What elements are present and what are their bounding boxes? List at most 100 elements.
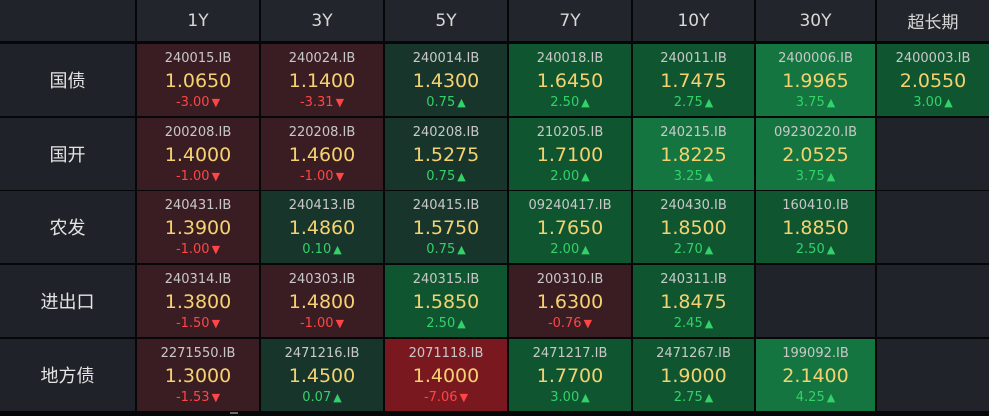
bond-quote-cell[interactable]: 2471217.IB 1.7700 3.00 ▲	[509, 339, 631, 411]
bond-yield: 1.4860	[288, 217, 356, 239]
bond-quote-cell[interactable]: 240311.IB 1.8475 2.45 ▲	[633, 265, 754, 337]
bond-quote-cell[interactable]: 240024.IB 1.1400 -3.31 ▼	[261, 44, 383, 116]
bond-code: 09240417.IB	[528, 198, 612, 213]
bond-quote-cell[interactable]: 240018.IB 1.6450 2.50 ▲	[509, 44, 631, 116]
row-header-1[interactable]: 国开	[0, 118, 135, 190]
arrow-down-icon: ▼	[459, 391, 469, 404]
bond-yield: 1.4000	[412, 365, 480, 387]
row-header-4[interactable]: 地方债	[0, 339, 135, 411]
change-value: 4.25	[795, 390, 825, 405]
change-value: 2.50	[426, 316, 456, 331]
bond-code: 240431.IB	[164, 198, 232, 213]
change-value: 2.75	[673, 95, 703, 110]
change-value: 2.50	[795, 242, 825, 257]
column-header-5[interactable]: 30Y	[756, 0, 875, 41]
empty-cell	[877, 265, 989, 337]
bond-yield: 1.7650	[536, 217, 604, 239]
bond-quote-cell[interactable]: 2071118.IB 1.4000 -7.06 ▼	[385, 339, 507, 411]
bond-quote-cell[interactable]: 2471216.IB 1.4500 0.07 ▲	[261, 339, 383, 411]
column-header-3[interactable]: 7Y	[509, 0, 631, 41]
bond-change: -1.00 ▼	[176, 168, 220, 186]
arrow-down-icon: ▼	[335, 317, 345, 330]
bond-quote-cell[interactable]: 240015.IB 1.0650 -3.00 ▼	[137, 44, 259, 116]
bond-quote-cell[interactable]: 240315.IB 1.5850 2.50 ▲	[385, 265, 507, 337]
bond-change: 4.25 ▲	[796, 389, 835, 407]
bond-change: 0.10 ▲	[302, 241, 341, 259]
bond-yield: 1.8475	[660, 291, 727, 313]
arrow-up-icon: ▲	[581, 96, 590, 109]
bond-quote-cell[interactable]: 2400003.IB 2.0550 3.00 ▲	[877, 44, 989, 116]
bond-quote-cell[interactable]: 200208.IB 1.4000 -1.00 ▼	[137, 118, 259, 190]
bond-yield: 1.8850	[782, 217, 849, 239]
bond-yield: 1.4500	[288, 365, 356, 387]
bond-change: 0.75 ▲	[426, 168, 465, 186]
change-value: 0.75	[426, 169, 456, 184]
bond-quote-cell[interactable]: 240314.IB 1.3800 -1.50 ▼	[137, 265, 259, 337]
bond-code: 200208.IB	[164, 125, 232, 140]
bond-quote-cell[interactable]: 210205.IB 1.7100 2.00 ▲	[509, 118, 631, 190]
bond-change: 3.00 ▲	[550, 389, 589, 407]
bond-yield: 1.5850	[412, 291, 480, 313]
row-header-3[interactable]: 进出口	[0, 265, 135, 337]
arrow-up-icon: ▲	[581, 243, 590, 256]
bond-quote-cell[interactable]: 200310.IB 1.6300 -0.76 ▼	[509, 265, 631, 337]
bond-change: 3.00 ▲	[913, 94, 952, 112]
bond-quote-cell[interactable]: 240215.IB 1.8225 3.25 ▲	[633, 118, 754, 190]
bond-change: -3.31 ▼	[300, 94, 344, 112]
bond-change: 0.75 ▲	[426, 94, 465, 112]
column-header-1[interactable]: 3Y	[261, 0, 383, 41]
bond-quote-cell[interactable]: 220208.IB 1.4600 -1.00 ▼	[261, 118, 383, 190]
change-value: 2.45	[673, 316, 703, 331]
column-header-0[interactable]: 1Y	[137, 0, 259, 41]
bond-quote-cell[interactable]: 240413.IB 1.4860 0.10 ▲	[261, 191, 383, 263]
bond-quote-cell[interactable]: 160410.IB 1.8850 2.50 ▲	[756, 191, 875, 263]
bond-yield: 1.7100	[536, 144, 604, 166]
bond-code: 240303.IB	[288, 272, 356, 287]
change-value: -1.53	[175, 390, 210, 405]
change-value: 2.70	[673, 242, 703, 257]
arrow-down-icon: ▼	[211, 243, 221, 256]
arrow-up-icon: ▲	[581, 170, 590, 183]
arrow-down-icon: ▼	[211, 391, 221, 404]
bond-quote-cell[interactable]: 199092.IB 2.1400 4.25 ▲	[756, 339, 875, 411]
column-header-4[interactable]: 10Y	[633, 0, 754, 41]
bond-yield: 1.9000	[660, 365, 727, 387]
bond-quote-cell[interactable]: 240430.IB 1.8500 2.70 ▲	[633, 191, 754, 263]
column-header-2[interactable]: 5Y	[385, 0, 507, 41]
bond-code: 2071118.IB	[408, 346, 484, 361]
bond-yield: 1.1400	[288, 70, 356, 92]
column-header-6[interactable]: 超长期	[877, 0, 989, 41]
change-value: 3.00	[913, 95, 943, 110]
bond-quote-cell[interactable]: 2471267.IB 1.9000 2.75 ▲	[633, 339, 754, 411]
bond-code: 240015.IB	[164, 51, 232, 66]
bond-yield: 2.0525	[782, 144, 849, 166]
change-value: -0.76	[547, 316, 582, 331]
arrow-up-icon: ▲	[704, 170, 714, 183]
bond-quote-cell[interactable]: 240208.IB 1.5275 0.75 ▲	[385, 118, 507, 190]
bond-change: 3.75 ▲	[796, 94, 835, 112]
bond-change: -1.00 ▼	[300, 315, 344, 333]
bond-quote-cell[interactable]: 09240417.IB 1.7650 2.00 ▲	[509, 191, 631, 263]
change-value: -1.50	[175, 316, 210, 331]
bond-quote-cell[interactable]: 240431.IB 1.3900 -1.00 ▼	[137, 191, 259, 263]
row-header-2[interactable]: 农发	[0, 191, 135, 263]
bond-quote-cell[interactable]: 2400006.IB 1.9965 3.75 ▲	[756, 44, 875, 116]
empty-cell	[877, 191, 989, 263]
change-value: 0.10	[302, 242, 332, 257]
bond-code: 2471267.IB	[656, 346, 731, 361]
bond-change: 2.00 ▲	[550, 241, 589, 259]
bond-quote-cell[interactable]: 240415.IB 1.5750 0.75 ▲	[385, 191, 507, 263]
bond-quote-cell[interactable]: 09230220.IB 2.0525 3.75 ▲	[756, 118, 875, 190]
change-value: 2.00	[550, 242, 580, 257]
bond-code: 240024.IB	[288, 51, 356, 66]
bond-code: 2471217.IB	[532, 346, 608, 361]
bond-yield: 1.4000	[164, 144, 232, 166]
change-value: -1.00	[299, 316, 334, 331]
bond-quote-cell[interactable]: 240014.IB 1.4300 0.75 ▲	[385, 44, 507, 116]
bond-quote-cell[interactable]: 240011.IB 1.7475 2.75 ▲	[633, 44, 754, 116]
bond-quote-cell[interactable]: 240303.IB 1.4800 -1.00 ▼	[261, 265, 383, 337]
row-header-0[interactable]: 国债	[0, 44, 135, 116]
bond-code: 240315.IB	[412, 272, 480, 287]
bond-quote-cell[interactable]: 2271550.IB 1.3000 -1.53 ▼	[137, 339, 259, 411]
arrow-up-icon: ▲	[704, 317, 714, 330]
